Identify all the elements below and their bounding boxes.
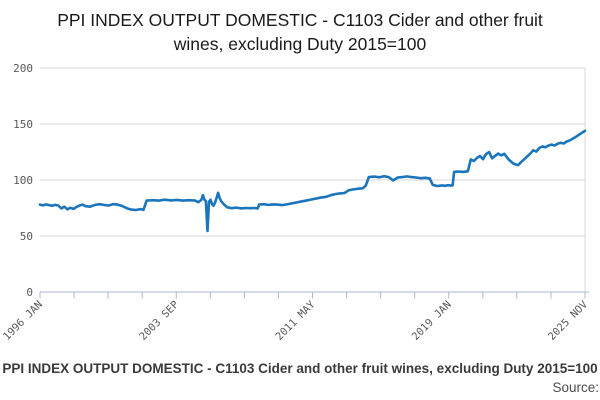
x-axis-label: 2011 MAY xyxy=(273,298,318,343)
y-axis-label: 200 xyxy=(13,62,33,75)
y-axis-label: 50 xyxy=(20,230,33,243)
chart-title: PPI INDEX OUTPUT DOMESTIC - C1103 Cider … xyxy=(57,10,543,55)
footer-caption: PPI INDEX OUTPUT DOMESTIC - C1103 Cider … xyxy=(0,361,600,379)
footer-caption-text: PPI INDEX OUTPUT DOMESTIC - C1103 Cider … xyxy=(2,361,598,376)
x-axis-label: 2019 JAN xyxy=(410,299,454,343)
x-axis-label: 2025 NOV xyxy=(546,298,591,343)
y-axis-label: 100 xyxy=(13,174,33,187)
source-label: Source: xyxy=(552,380,599,395)
x-axis-label: 1996 JAN xyxy=(1,299,45,343)
x-axis-label: 2003 SEP xyxy=(137,299,181,343)
data-line xyxy=(38,129,587,233)
y-axis-label: 0 xyxy=(26,286,33,299)
y-axis-label: 150 xyxy=(13,118,33,131)
